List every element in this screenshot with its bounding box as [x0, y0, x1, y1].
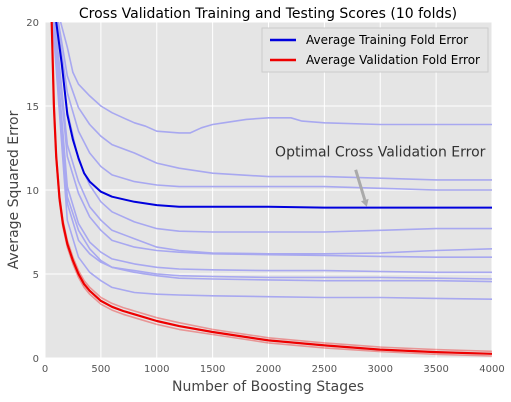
training-fold-line — [57, 22, 492, 181]
legend: Average Training Fold Error Average Vali… — [261, 27, 489, 73]
annotation-arrow-shaft — [354, 169, 367, 201]
y-tick-label: 0 — [33, 354, 39, 365]
x-axis-label: Number of Boosting Stages — [172, 379, 364, 395]
x-tick-label: 3500 — [423, 364, 448, 375]
annotation: Optimal Cross Validation Error — [275, 144, 486, 207]
x-tick-label: 2000 — [256, 364, 281, 375]
x-tick-label: 0 — [42, 364, 48, 375]
training-fold-line — [53, 22, 492, 259]
chart-title: Cross Validation Training and Testing Sc… — [79, 6, 457, 22]
training-fold-line — [52, 22, 492, 280]
y-axis-label: Average Squared Error — [6, 110, 22, 269]
legend-label-training: Average Training Fold Error — [306, 33, 468, 47]
validation-average-line — [50, 22, 492, 355]
training-fold-line — [54, 22, 492, 255]
y-tick-label: 10 — [26, 186, 39, 197]
training-average-line — [55, 22, 492, 209]
training-fold-line — [52, 22, 492, 283]
y-tick-label: 20 — [26, 18, 39, 29]
x-tick-label: 500 — [91, 364, 110, 375]
annotation-arrow-head — [361, 198, 369, 207]
grid-lines — [44, 21, 493, 359]
x-tick-label: 1500 — [200, 364, 225, 375]
y-tick-label: 15 — [26, 102, 39, 113]
training-fold-line — [52, 22, 492, 300]
legend-box — [261, 27, 489, 73]
training-fold-line — [53, 22, 492, 274]
average-lines — [50, 22, 492, 355]
x-tick-label: 1000 — [144, 364, 169, 375]
x-tick-label: 2500 — [312, 364, 337, 375]
axis-ticks: 0 500 1000 1500 2000 2500 3000 3500 4000 0 5 10 15 20 — [26, 18, 504, 375]
legend-label-validation: Average Validation Fold Error — [306, 53, 480, 67]
training-fold-line — [59, 22, 492, 134]
y-tick-label: 5 — [33, 270, 39, 281]
x-tick-label: 4000 — [479, 364, 504, 375]
x-tick-label: 3000 — [368, 364, 393, 375]
annotation-text: Optimal Cross Validation Error — [275, 144, 486, 160]
